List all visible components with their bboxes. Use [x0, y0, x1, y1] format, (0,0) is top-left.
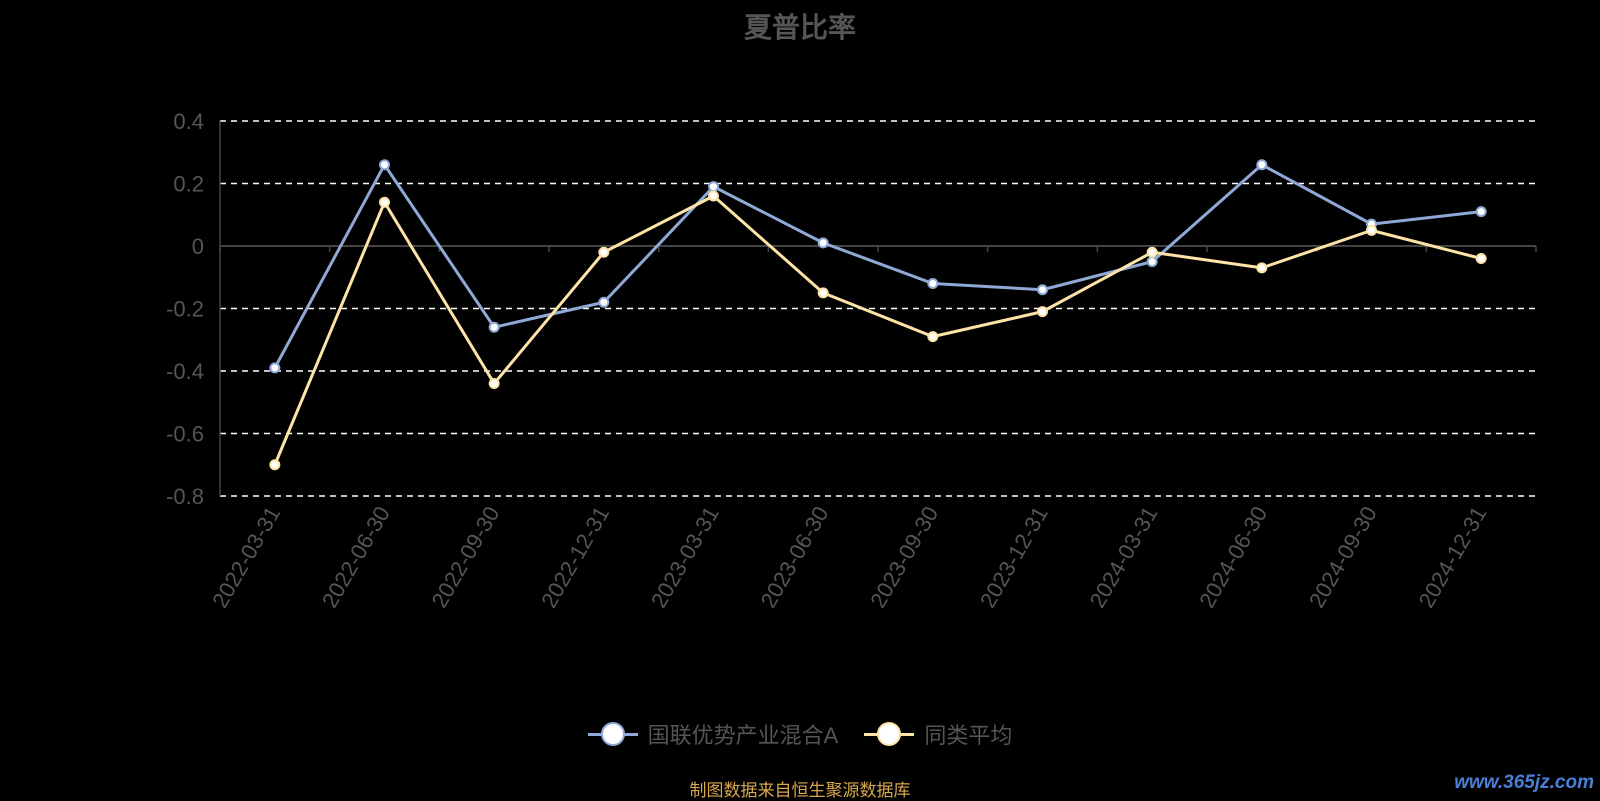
y-tick-label: -0.8	[166, 484, 204, 509]
data-point-0	[269, 362, 281, 374]
legend-average-marker-icon	[864, 722, 915, 746]
y-tick-label: -0.2	[166, 297, 204, 322]
legend-fund-marker-icon	[587, 722, 638, 746]
data-point-0	[1146, 256, 1158, 268]
x-tick-label: 2024-12-31	[1414, 502, 1492, 612]
x-tick-label: 2024-09-30	[1304, 502, 1382, 612]
x-tick-label: 2023-03-31	[646, 502, 724, 612]
x-tick-label: 2022-09-30	[427, 502, 505, 612]
x-tick-label: 2022-06-30	[317, 502, 395, 612]
y-tick-label: 0	[192, 234, 204, 259]
y-tick-label: 0.2	[173, 172, 204, 197]
data-point-1	[927, 331, 939, 343]
data-point-1	[1146, 246, 1158, 258]
data-point-0	[927, 278, 939, 289]
data-point-1	[598, 246, 610, 258]
x-tick-label: 2024-06-30	[1194, 502, 1272, 612]
grid-layer	[220, 120, 1536, 497]
data-point-1	[1475, 253, 1487, 264]
legend: 国联优势产业混合A 同类平均	[0, 718, 1600, 750]
series-line-1	[273, 194, 1482, 466]
legend-average-label: 同类平均	[924, 723, 1013, 748]
data-point-1	[1037, 306, 1048, 318]
data-point-1	[488, 378, 500, 389]
data-point-1	[269, 459, 281, 471]
x-tick-label: 2023-12-31	[975, 502, 1053, 612]
data-point-0	[379, 159, 390, 171]
series-layer	[269, 159, 1487, 471]
data-point-0	[708, 181, 719, 193]
data-point-0	[817, 237, 829, 249]
legend-item-category-average[interactable]: 同类平均	[864, 718, 1012, 750]
x-tick-label: 2023-06-30	[756, 502, 834, 612]
watermark-logo: www.365jz.com	[1454, 772, 1594, 793]
y-tick-label: -0.4	[166, 359, 204, 384]
x-tick-label: 2022-12-31	[536, 502, 614, 612]
data-point-1	[817, 287, 829, 299]
y-tick-label: 0.4	[173, 109, 204, 134]
legend-item-fund[interactable]: 国联优势产业混合A	[587, 718, 839, 750]
data-point-0	[488, 321, 500, 333]
data-source-note: 制图数据来自恒生聚源数据库	[689, 781, 911, 800]
data-point-0	[1475, 206, 1487, 218]
axis-layer	[219, 121, 1537, 496]
data-point-1	[708, 190, 719, 202]
legend-fund-label: 国联优势产业混合A	[647, 723, 839, 748]
data-point-0	[598, 296, 610, 308]
x-tick-label: 2023-09-30	[865, 502, 943, 612]
series-line-0	[273, 163, 1482, 369]
data-point-0	[1256, 159, 1268, 171]
data-point-1	[1366, 224, 1377, 236]
x-tick-label: 2022-03-31	[207, 502, 285, 612]
data-point-0	[1037, 284, 1048, 296]
x-tick-label: 2024-03-31	[1085, 502, 1163, 612]
chart-title: 夏普比率	[743, 12, 856, 43]
data-point-1	[379, 196, 390, 208]
y-tick-label: -0.6	[166, 422, 204, 447]
data-point-1	[1256, 262, 1268, 274]
